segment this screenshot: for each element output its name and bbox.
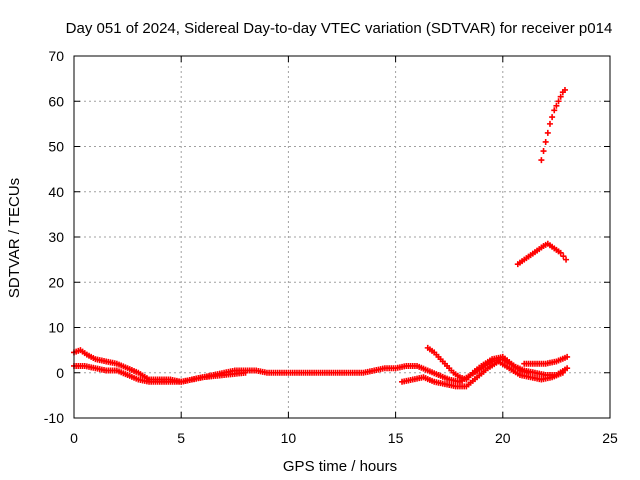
y-tick-label: 40 — [48, 184, 64, 200]
x-tick-label: 15 — [388, 430, 404, 446]
x-tick-label: 10 — [281, 430, 297, 446]
series-6 — [514, 240, 570, 268]
data-point — [563, 256, 570, 263]
data-point — [553, 102, 560, 109]
x-tick-label: 20 — [495, 430, 511, 446]
x-tick-label: 5 — [177, 430, 185, 446]
data-point — [557, 249, 564, 256]
x-tick-label: 0 — [70, 430, 78, 446]
y-tick-label: 20 — [48, 274, 64, 290]
data-point — [561, 86, 568, 93]
data-point — [549, 114, 556, 121]
data-point — [546, 120, 553, 127]
chart-title: Day 051 of 2024, Sidereal Day-to-day VTE… — [66, 20, 613, 37]
x-axis-title: GPS time / hours — [283, 458, 397, 475]
y-tick-label: 60 — [48, 93, 64, 109]
data-point — [555, 98, 562, 105]
data-point — [242, 369, 249, 376]
series-7 — [538, 86, 568, 164]
y-tick-label: -10 — [44, 410, 64, 426]
y-tick-label: 50 — [48, 139, 64, 155]
data-point — [560, 253, 567, 260]
x-tick-label: 25 — [602, 430, 618, 446]
y-tick-label: 30 — [48, 229, 64, 245]
y-axis-title: SDTVAR / TECUs — [6, 178, 23, 298]
data-point — [538, 157, 545, 164]
data-point — [559, 369, 566, 376]
axis-ticks: 0 5 10 15 20 25 -10 0 10 20 30 40 50 60 70 — [44, 48, 618, 446]
series-2 — [71, 362, 249, 385]
y-tick-label: 10 — [48, 320, 64, 336]
data-point — [525, 369, 532, 376]
series-3 — [399, 358, 566, 390]
data-point — [542, 138, 549, 145]
data-point — [544, 129, 551, 136]
data-points — [71, 86, 571, 390]
data-point — [551, 107, 558, 114]
data-point — [564, 353, 571, 360]
data-point — [564, 365, 571, 372]
series-4 — [424, 344, 532, 383]
series-5 — [521, 353, 571, 367]
data-point — [540, 148, 547, 155]
y-tick-label: 70 — [48, 48, 64, 64]
data-point — [557, 93, 564, 100]
y-tick-label: 0 — [56, 365, 64, 381]
